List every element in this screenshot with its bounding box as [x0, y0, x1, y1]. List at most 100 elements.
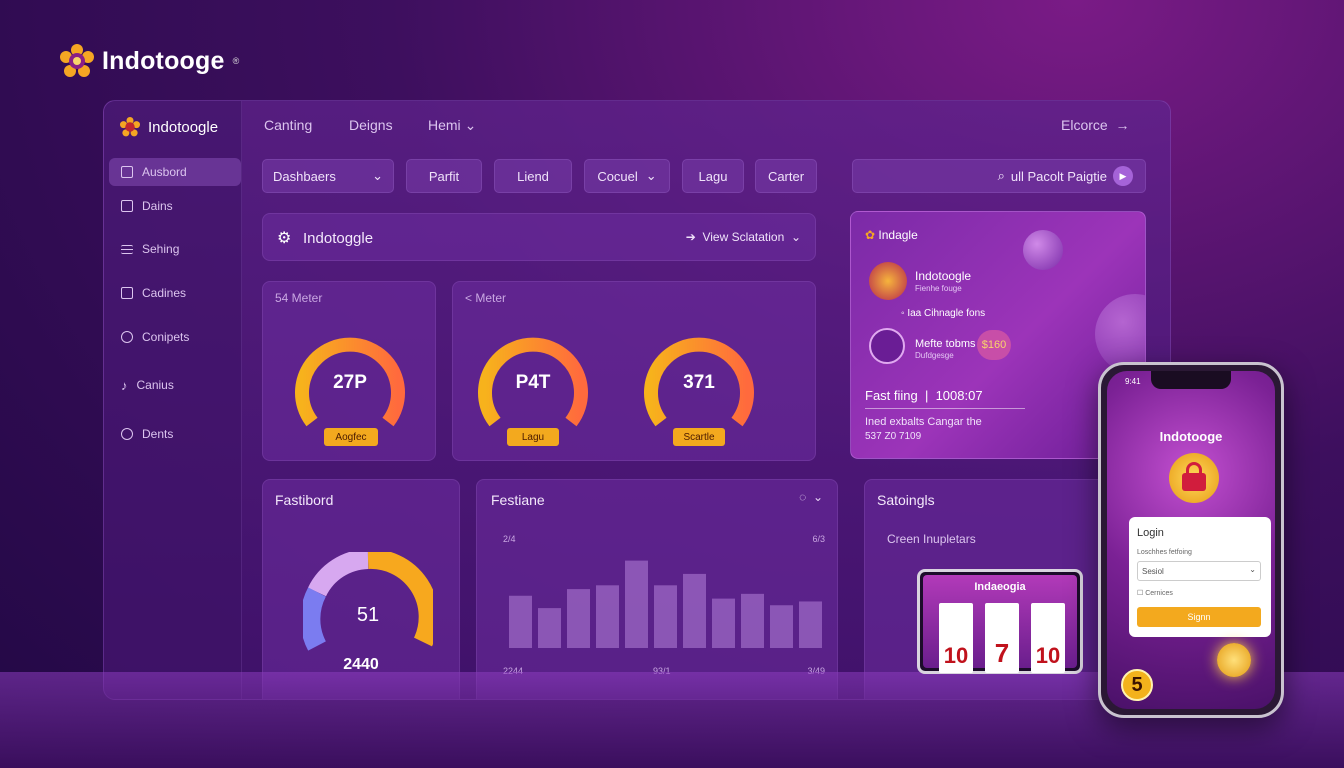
phone-brand: Indotooge	[1159, 429, 1223, 444]
gauge-pill[interactable]: Aogfec	[324, 428, 378, 446]
tablet-device: Indaeogia 10 7 10	[917, 569, 1083, 674]
sidebar-item-label: Canius	[136, 378, 174, 392]
bar	[567, 589, 590, 648]
sidebar-item-conipets[interactable]: Conipets	[109, 323, 241, 351]
topnav-elcorce[interactable]: Elcorce →	[1061, 117, 1129, 133]
smile-icon	[121, 331, 133, 343]
play-icon[interactable]: ▶	[1113, 166, 1133, 186]
festiane-card: Festiane ◌ ⌄ 2/4 6/3 2244 93/1 3/49	[476, 479, 838, 699]
gauge-pill[interactable]: Scartle	[673, 428, 725, 446]
shield-icon	[869, 328, 905, 364]
dot-icon: ◦	[901, 308, 905, 319]
promo-desc2: 537 Z0 7109	[865, 431, 922, 442]
dashboards-dropdown[interactable]: Dashbaers ⌄	[262, 159, 394, 193]
sidebar-item-dains[interactable]: Dains	[109, 192, 241, 220]
gear-icon: ⚙	[277, 230, 292, 247]
fastboard-card: Fastibord 51 2440	[262, 479, 460, 699]
liend-button[interactable]: Liend	[494, 159, 572, 193]
sidebar-item-canius[interactable]: ♪ Canius	[109, 371, 241, 399]
slot-reel: 7	[985, 603, 1019, 673]
music-icon: ♪	[121, 377, 128, 393]
promo-fast: Fast fiing | 1008:07	[865, 388, 983, 403]
user-icon	[121, 428, 133, 440]
promo-fast-value: 1008:07	[935, 388, 983, 403]
flower-logo-icon	[120, 117, 140, 137]
sidebar-item-label: Sehing	[142, 242, 180, 256]
phone-time: 9:41	[1125, 377, 1141, 386]
login-select-value: Sesiol	[1142, 567, 1164, 576]
refresh-icon[interactable]: ◌ ⌄	[799, 490, 823, 504]
chevron-down-icon: ⌄	[372, 168, 383, 183]
donut-total: 2440	[343, 656, 379, 673]
fastboard-title: Fastibord	[275, 492, 334, 508]
tablet-screen: Indaeogia 10 7 10	[923, 575, 1077, 673]
gauge: P4T	[473, 324, 593, 444]
promo-row1-title: Indotoogle	[915, 269, 972, 283]
bar	[799, 601, 822, 648]
chevron-down-icon: ⌄	[645, 168, 657, 183]
reel-symbol: 7	[994, 638, 1010, 668]
cocuel-dropdown[interactable]: Cocuel ⌄	[584, 159, 670, 193]
sidebar-item-cadines[interactable]: Cadines	[109, 279, 241, 307]
tablet-title: Indaeogia	[974, 581, 1026, 593]
parfit-button[interactable]: Parfit	[406, 159, 482, 193]
promo-brand-label: Indagle	[878, 228, 918, 242]
search-input[interactable]: ⌕ ull Pacolt Paigtie ▶	[852, 159, 1146, 193]
topnav-hemi[interactable]: Hemi ⌄	[428, 117, 476, 134]
meter-title: 54 Meter	[275, 291, 323, 305]
x-label: 2244	[503, 666, 524, 676]
cocuel-dropdown-label: Cocuel	[597, 168, 638, 184]
bar	[625, 560, 648, 648]
remember-label: Cernices	[1145, 590, 1173, 597]
promo-fast-label: Fast fiing	[865, 388, 918, 403]
sidebar-item-dents[interactable]: Dents	[109, 420, 241, 448]
slot-reel: 10	[939, 603, 973, 673]
settings-subtitle: Creen Inupletars	[887, 532, 976, 546]
promo-row1-sub: Fienhe fouge	[915, 284, 962, 293]
topnav-canting[interactable]: Canting	[264, 117, 313, 133]
topnav-elcorce-label: Elcorce	[1061, 117, 1108, 133]
y-label-right: 6/3	[812, 534, 825, 544]
flower-logo-icon: ✿	[865, 228, 876, 242]
promo-row3-title: Mefte tobms	[915, 338, 976, 350]
phone-screen: 9:41 Indotooge Login Loschhes fetfoing S…	[1107, 371, 1275, 709]
field-label: Loschhes fetfoing	[1137, 549, 1192, 556]
gauge-value: 371	[683, 372, 715, 393]
sidebar-item-ausbord[interactable]: Ausbord	[109, 158, 241, 186]
promo-desc: Ined exbalts Cangar the	[865, 416, 982, 428]
chevron-down-icon: ⌄	[790, 230, 801, 244]
promo-brand: ✿ Indagle	[865, 228, 918, 242]
login-select[interactable]: Sesiol ⌄	[1137, 561, 1261, 581]
promo-row2-label: Iaa Cihnagle fons	[907, 308, 986, 319]
bar-chart	[509, 560, 822, 648]
gauge: 371	[639, 324, 759, 444]
bar	[712, 598, 735, 648]
carter-button[interactable]: Carter	[755, 159, 817, 193]
sidebar-item-label: Conipets	[142, 330, 190, 344]
header-card: ⚙ Indotoggle ➔ View Sclatation ⌄	[262, 213, 816, 261]
login-title: Login	[1137, 527, 1164, 539]
festiane-title: Festiane	[491, 492, 545, 508]
dashboards-dropdown-label: Dashbaers	[273, 168, 336, 184]
bar	[596, 585, 619, 648]
reel-symbol: 10	[943, 643, 969, 668]
brand-mark: ®	[232, 56, 240, 66]
gauge: 27P	[290, 324, 410, 444]
bar	[741, 593, 764, 648]
sidebar-item-sehing[interactable]: Sehing	[109, 235, 241, 263]
view-selection-link[interactable]: ➔ View Sclatation ⌄	[686, 230, 801, 244]
gauge-pill[interactable]: Lagu	[507, 428, 559, 446]
topnav-deigns[interactable]: Deigns	[349, 117, 393, 133]
bar	[538, 608, 561, 648]
reel-symbol: 10	[1035, 643, 1061, 668]
signin-button[interactable]: Signn	[1137, 607, 1261, 627]
header-card-title: Indotoggle	[303, 230, 374, 247]
lagu-button[interactable]: Lagu	[682, 159, 744, 193]
coin-badge: $160	[977, 330, 1011, 360]
divider	[865, 408, 1025, 409]
remember-checkbox[interactable]: ☐ Cernices	[1137, 590, 1173, 597]
arrow-right-icon: ➔	[685, 230, 696, 244]
card-icon	[121, 287, 133, 299]
sidebar-item-label: Dains	[142, 199, 173, 213]
flower-logo-icon	[60, 44, 94, 77]
